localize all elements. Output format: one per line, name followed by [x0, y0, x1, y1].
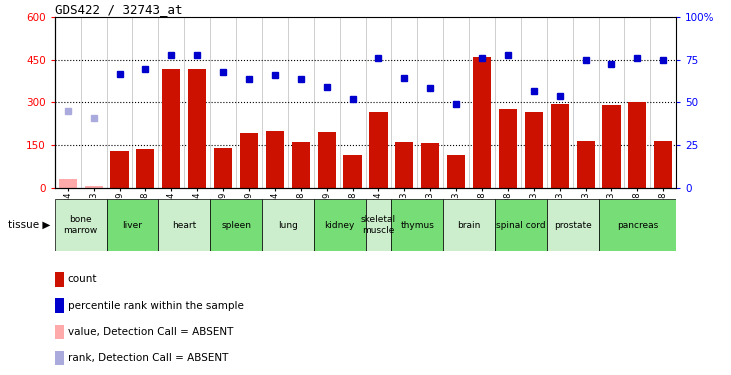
Text: spleen: spleen — [221, 220, 251, 230]
Bar — [317, 132, 336, 188]
Text: count: count — [68, 274, 97, 284]
Bar — [599, 199, 676, 251]
Bar — [421, 143, 439, 188]
Bar — [110, 150, 129, 188]
Bar — [654, 141, 673, 188]
Bar — [266, 130, 284, 188]
Text: pancreas: pancreas — [617, 220, 658, 230]
Bar — [214, 148, 232, 188]
Text: prostate: prostate — [554, 220, 591, 230]
Bar — [391, 199, 443, 251]
Bar — [55, 351, 64, 366]
Bar — [240, 134, 258, 188]
Bar — [443, 199, 495, 251]
Bar — [447, 155, 465, 188]
Bar — [495, 199, 547, 251]
Text: heart: heart — [172, 220, 197, 230]
Bar — [550, 104, 569, 188]
Text: GDS422 / 32743_at: GDS422 / 32743_at — [55, 3, 182, 16]
Text: thymus: thymus — [401, 220, 434, 230]
Bar — [85, 186, 103, 188]
Bar — [188, 69, 206, 188]
Bar — [395, 142, 414, 188]
Bar — [602, 105, 621, 188]
Text: rank, Detection Call = ABSENT: rank, Detection Call = ABSENT — [68, 353, 228, 363]
Bar — [314, 199, 366, 251]
Bar — [58, 179, 77, 188]
Text: value, Detection Call = ABSENT: value, Detection Call = ABSENT — [68, 327, 233, 337]
Bar — [366, 199, 391, 251]
Bar — [344, 155, 362, 188]
Text: liver: liver — [123, 220, 143, 230]
Bar — [525, 112, 543, 188]
Bar — [162, 69, 181, 188]
Text: bone
marrow: bone marrow — [64, 215, 98, 235]
Bar — [262, 199, 314, 251]
Bar — [55, 324, 64, 339]
Bar — [137, 149, 154, 188]
Text: percentile rank within the sample: percentile rank within the sample — [68, 301, 243, 310]
Bar — [577, 141, 594, 188]
Text: kidney: kidney — [325, 220, 355, 230]
Bar — [499, 109, 517, 188]
Text: skeletal
muscle: skeletal muscle — [361, 215, 396, 235]
Text: lung: lung — [278, 220, 298, 230]
Bar — [369, 112, 387, 188]
Bar — [55, 298, 64, 313]
Text: tissue ▶: tissue ▶ — [8, 220, 50, 230]
Bar — [211, 199, 262, 251]
Text: brain: brain — [458, 220, 481, 230]
Bar — [547, 199, 599, 251]
Text: spinal cord: spinal cord — [496, 220, 545, 230]
Bar — [55, 272, 64, 287]
Bar — [55, 199, 107, 251]
Bar — [292, 142, 310, 188]
Bar — [159, 199, 211, 251]
Bar — [473, 57, 491, 188]
Bar — [628, 102, 646, 188]
Bar — [107, 199, 159, 251]
